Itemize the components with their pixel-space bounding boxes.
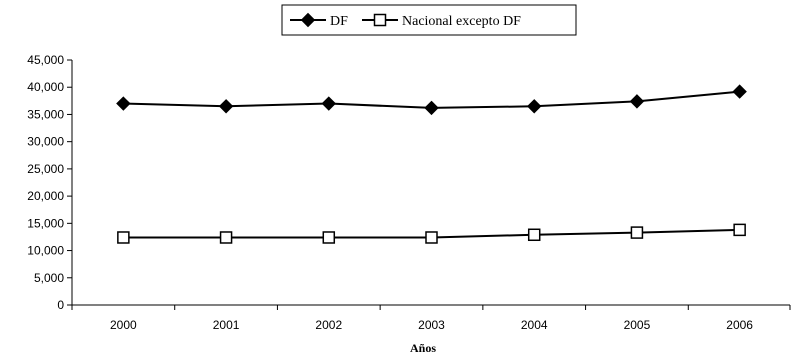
legend-item: Nacional excepto DF — [362, 13, 521, 29]
y-tick-label: 10,000 — [27, 244, 64, 258]
x-tick-label: 2003 — [418, 318, 445, 332]
data-point — [527, 99, 542, 114]
legend: DF Nacional excepto DF — [281, 4, 577, 36]
x-axis-title: Años — [410, 341, 436, 355]
data-point — [424, 100, 439, 116]
x-axis: 2000 2001 2002 2003 2004 2005 2006 — [71, 304, 791, 332]
data-point — [117, 231, 130, 244]
legend-item: DF — [290, 12, 348, 29]
data-point — [732, 84, 747, 99]
data-point — [630, 226, 644, 239]
data-point — [116, 96, 131, 111]
x-tick-label: 2000 — [110, 318, 137, 332]
x-tick-label: 2005 — [624, 318, 651, 332]
legend-label: Nacional excepto DF — [402, 14, 521, 29]
series-df — [116, 84, 747, 116]
data-point — [425, 231, 438, 244]
y-tick-label: 15,000 — [27, 216, 64, 230]
y-tick-label: 45,000 — [27, 53, 64, 67]
legend-marker — [300, 12, 316, 28]
data-point — [218, 99, 234, 114]
x-tick-label: 2001 — [213, 318, 240, 332]
x-tick-label: 2004 — [521, 318, 548, 332]
y-tick-label: 25,000 — [27, 162, 64, 176]
y-tick-label: 5,000 — [34, 271, 64, 285]
data-point — [322, 231, 336, 244]
series-layer — [116, 84, 747, 244]
legend-label: DF — [330, 14, 348, 29]
legend-marker — [373, 13, 387, 27]
data-point — [219, 231, 233, 244]
data-point — [629, 94, 645, 109]
y-tick-label: 20,000 — [27, 189, 64, 203]
data-point — [733, 223, 746, 237]
x-tick-label: 2006 — [726, 318, 753, 332]
x-tick-label: 2002 — [315, 318, 342, 332]
y-tick-label: 40,000 — [27, 80, 64, 94]
data-point — [527, 228, 541, 242]
y-axis: 0 5,000 10,000 15,000 20,000 25,000 30,000 35,0… — [27, 53, 73, 312]
data-point — [321, 96, 336, 111]
y-tick-label: 35,000 — [27, 107, 64, 121]
legend-box — [281, 4, 577, 36]
y-tick-label: 30,000 — [27, 135, 64, 149]
series-nacional-excepto-df — [117, 223, 746, 244]
y-tick-label: 0 — [57, 298, 64, 312]
